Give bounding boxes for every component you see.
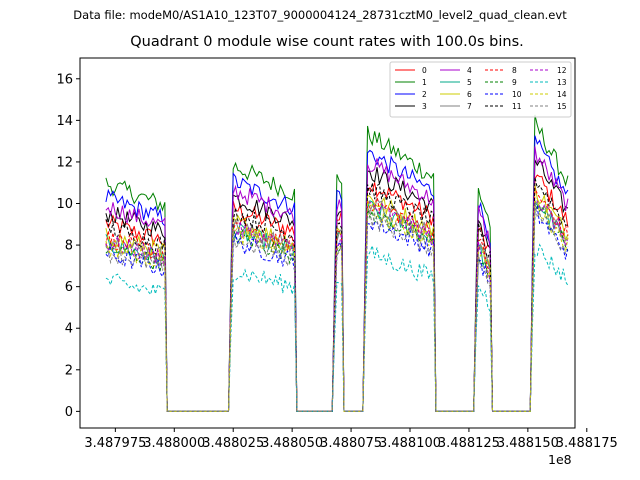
plot-frame: [79, 57, 576, 429]
series-line-13: [105, 243, 569, 412]
legend-box: [389, 61, 572, 118]
legend-label-14: 14: [557, 90, 567, 99]
x-tick-label-4: 3.488075: [320, 436, 382, 451]
y-tick-label-14: 14: [56, 114, 73, 129]
legend-label-2: 2: [422, 90, 427, 99]
legend-label-12: 12: [557, 66, 567, 75]
legend-label-15: 15: [557, 102, 567, 111]
x-tick-label-2: 3.488025: [202, 436, 264, 451]
x-tick-label-0: 3.487975: [84, 436, 146, 451]
x-tick-label-3: 3.488050: [261, 436, 323, 451]
y-tick-label-4: 4: [65, 322, 73, 337]
legend-label-11: 11: [512, 102, 522, 111]
y-tick-label-10: 10: [56, 197, 73, 212]
y-tick-label-12: 12: [56, 155, 73, 170]
legend-label-13: 13: [557, 78, 567, 87]
legend-label-8: 8: [512, 66, 517, 75]
legend-label-1: 1: [422, 78, 427, 87]
y-tick-label-8: 8: [65, 239, 73, 254]
x-tick-label-6: 3.488125: [438, 436, 500, 451]
x-tick-label-1: 3.488000: [143, 436, 205, 451]
legend-label-4: 4: [467, 66, 472, 75]
y-tick-label-16: 16: [56, 72, 73, 87]
legend-label-6: 6: [467, 90, 472, 99]
y-tick-label-2: 2: [65, 363, 73, 378]
y-tick-label-6: 6: [65, 280, 73, 295]
legend-label-3: 3: [422, 102, 427, 111]
legend-label-9: 9: [512, 78, 517, 87]
x-tick-label-7: 3.488150: [497, 436, 559, 451]
series-line-15: [105, 202, 569, 412]
legend-label-10: 10: [512, 90, 522, 99]
legend-label-7: 7: [467, 102, 472, 111]
y-tick-label-0: 0: [65, 405, 73, 420]
file-caption: Data file: modeM0/AS1A10_123T07_90000041…: [73, 8, 567, 22]
legend-label-5: 5: [467, 78, 472, 87]
chart-title: Quadrant 0 module wise count rates with …: [130, 34, 524, 50]
x-tick-label-5: 3.488100: [379, 436, 441, 451]
x-tick-label-8: 3.488175: [556, 436, 618, 451]
x-axis-offset-label: 1e8: [548, 452, 572, 467]
legend-label-0: 0: [422, 66, 427, 75]
